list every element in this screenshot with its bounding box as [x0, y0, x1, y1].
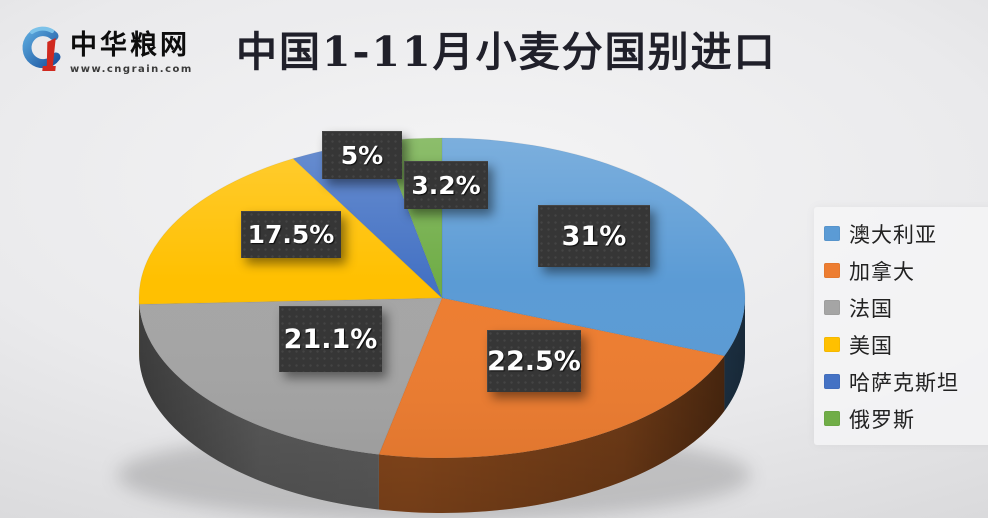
legend-label: 美国 [849, 333, 893, 358]
chart-legend: 澳大利亚 加拿大 法国 美国 哈萨克斯坦 俄罗斯 [814, 207, 988, 445]
legend-item-russia: 俄罗斯 [824, 400, 988, 437]
legend-swatch-france [824, 300, 840, 315]
legend-label: 俄罗斯 [849, 407, 915, 432]
legend-item-usa: 美国 [824, 326, 988, 363]
legend-swatch-kazakhstan [824, 374, 840, 389]
legend-swatch-australia [824, 226, 840, 241]
legend-item-canada: 加拿大 [824, 252, 988, 289]
pie-label-canada: 22.5% [487, 330, 581, 392]
legend-item-france: 法国 [824, 289, 988, 326]
pie-label-usa: 17.5% [241, 211, 341, 258]
pie-label-australia: 31% [538, 205, 650, 267]
pie-label-russia: 3.2% [404, 161, 488, 209]
brand-logo: 中华粮网 www.cngrain.com [18, 26, 193, 76]
legend-item-australia: 澳大利亚 [824, 215, 988, 252]
g1-grain-logo-icon [22, 26, 61, 71]
legend-label: 加拿大 [849, 259, 915, 284]
legend-label: 澳大利亚 [849, 222, 937, 247]
chart-title: 中国1-11月小麦分国别进口 [236, 28, 777, 76]
pie-label-kazakhstan: 5% [322, 131, 402, 179]
legend-swatch-russia [824, 411, 840, 426]
legend-swatch-canada [824, 263, 840, 278]
brand-url: www.cngrain.com [70, 64, 193, 75]
legend-item-kazakhstan: 哈萨克斯坦 [824, 363, 988, 400]
pie-label-france: 21.1% [279, 306, 382, 372]
legend-label: 法国 [849, 296, 893, 321]
legend-swatch-usa [824, 337, 840, 352]
brand-name: 中华粮网 [70, 30, 190, 61]
legend-label: 哈萨克斯坦 [849, 370, 959, 395]
